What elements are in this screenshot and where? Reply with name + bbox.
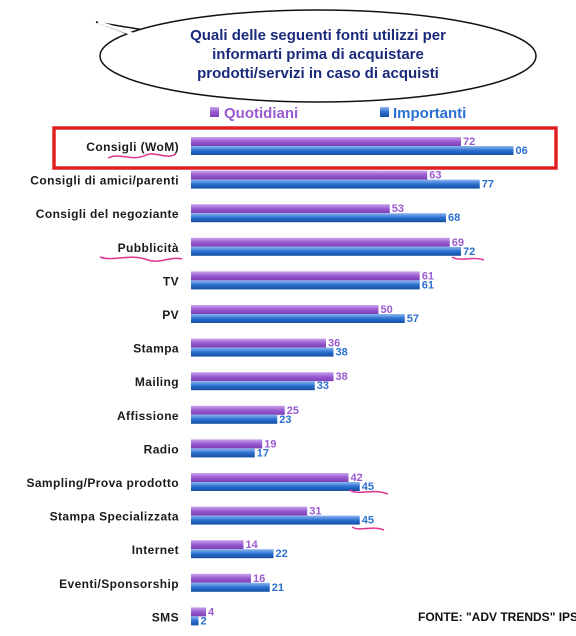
bar-quotidiani <box>191 338 326 348</box>
highlight-box <box>52 126 558 170</box>
bar-importanti <box>191 582 270 592</box>
value-label: 61 <box>422 279 434 291</box>
bar-importanti <box>191 280 420 290</box>
legend-swatch-quotidiani <box>210 107 219 117</box>
bar-importanti <box>191 146 514 155</box>
bar-quotidiani <box>191 540 244 550</box>
chart-title-line-3: prodotti/servizi in caso di acquisti <box>197 65 439 82</box>
category-label: Consigli (WoM) <box>86 140 179 154</box>
bar-importanti <box>191 213 446 223</box>
value-label: 72 <box>463 246 475 258</box>
value-label: 61 <box>422 270 434 282</box>
category-label: Consigli del negoziante <box>36 207 179 221</box>
bar-importanti <box>191 482 360 491</box>
bar-importanti <box>191 549 274 559</box>
value-label: 23 <box>279 414 291 426</box>
category-label: Eventi/Sponsorship <box>59 577 179 591</box>
category-label: Internet <box>132 543 179 557</box>
category-label: Consigli di amici/parenti <box>30 174 179 188</box>
chart-title-line-2: informarti prima di acquistare <box>212 46 424 63</box>
bar-importanti <box>191 448 255 458</box>
bar-quotidiani <box>191 473 349 482</box>
value-label: 72 <box>463 136 475 148</box>
bar-importanti <box>191 246 461 256</box>
title-bubble: Quali delle seguenti fonti utilizzi per … <box>95 9 537 103</box>
value-label: 38 <box>336 371 348 383</box>
bar-importanti <box>191 381 315 391</box>
scribble-underline-wom <box>107 153 177 159</box>
category-label: PV <box>162 308 179 322</box>
value-label: 77 <box>482 179 494 191</box>
value-label: 36 <box>328 338 340 350</box>
bar-quotidiani <box>191 170 428 180</box>
category-label: TV <box>163 274 179 288</box>
value-label: 38 <box>336 347 348 359</box>
bar-quotidiani <box>191 607 206 617</box>
category-label: Stampa <box>133 342 179 356</box>
chart-title-line-1: Quali delle seguenti fonti utilizzi per <box>190 27 446 44</box>
legend-label-importanti: Importanti <box>393 105 466 122</box>
bar-quotidiani <box>191 405 285 415</box>
bar-quotidiani <box>191 372 334 382</box>
bar-importanti <box>191 347 334 357</box>
value-label: 45 <box>362 481 374 493</box>
bar-quotidiani <box>191 573 251 583</box>
bar-quotidiani <box>191 439 263 449</box>
value-label: 22 <box>276 548 288 560</box>
category-label: Affissione <box>117 409 179 423</box>
bar-quotidiani <box>191 305 379 314</box>
scribble-value-sampling <box>349 489 389 495</box>
category-label: Sampling/Prova prodotto <box>26 476 179 490</box>
legend-swatch-importanti <box>380 107 389 117</box>
value-label: 06 <box>516 145 528 157</box>
scribble-value-stampa-spec <box>351 526 385 531</box>
bar-quotidiani <box>191 271 420 281</box>
legend-label-quotidiani: Quotidiani <box>224 105 298 122</box>
value-label: 19 <box>264 438 276 450</box>
value-label: 21 <box>272 582 284 594</box>
category-label: Pubblicità <box>118 241 179 255</box>
scribble-underline-pubblicita <box>99 256 183 262</box>
value-label: 33 <box>317 380 329 392</box>
category-label: SMS <box>152 610 179 624</box>
value-label: 69 <box>452 237 464 249</box>
plot-area: Consigli (WoM) 72 06 Consigli di amici/pare… <box>26 136 527 627</box>
value-label: 2 <box>201 615 207 627</box>
value-label: 17 <box>257 447 269 459</box>
value-label: 25 <box>287 405 299 417</box>
bar-quotidiani <box>191 237 450 247</box>
scribble-value-pubblicita <box>451 256 485 261</box>
value-label: 53 <box>392 203 404 215</box>
category-label: Mailing <box>135 375 179 389</box>
category-label: Stampa Specializzata <box>50 510 179 524</box>
value-label: 68 <box>448 212 460 224</box>
bar-quotidiani <box>191 506 308 516</box>
bar-quotidiani <box>191 137 461 146</box>
source-note: FONTE: "ADV TRENDS" IPSOS ASI <box>418 610 576 624</box>
value-label: 45 <box>362 515 374 527</box>
category-label: Radio <box>144 442 179 456</box>
bar-quotidiani <box>191 204 390 214</box>
value-label: 4 <box>208 606 215 618</box>
bar-importanti <box>191 515 360 525</box>
bar-importanti <box>191 179 480 189</box>
bar-importanti <box>191 414 278 424</box>
bar-importanti <box>191 314 405 323</box>
value-label: 14 <box>246 539 259 551</box>
value-label: 57 <box>407 313 419 325</box>
value-label: 50 <box>381 304 393 316</box>
value-label: 31 <box>309 506 321 518</box>
value-label: 63 <box>429 170 441 182</box>
legend: Quotidiani Importanti <box>210 105 466 122</box>
bar-importanti <box>191 616 199 626</box>
value-label: 16 <box>253 573 265 585</box>
value-label: 42 <box>351 472 363 484</box>
